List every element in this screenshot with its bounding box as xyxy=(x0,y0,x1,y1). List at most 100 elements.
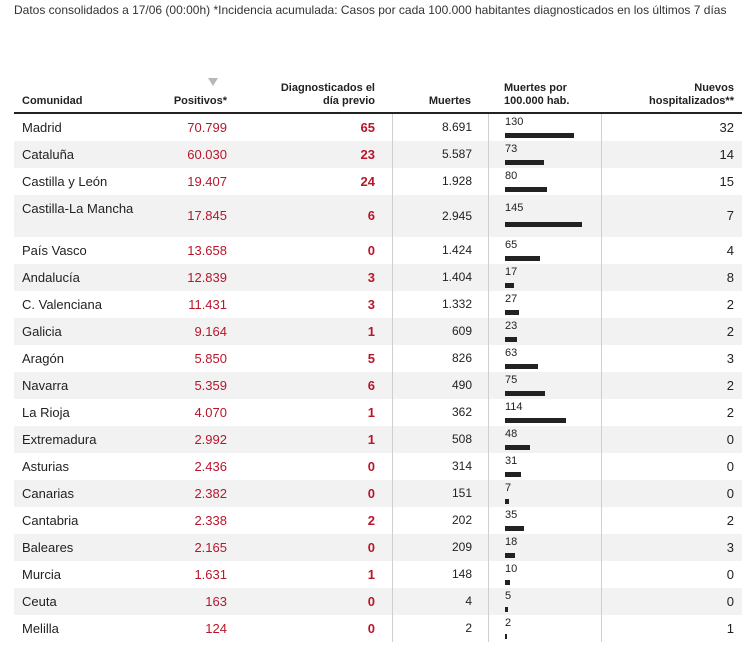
hospitalized-value: 7 xyxy=(726,208,734,223)
positives-value: 4.070 xyxy=(194,405,227,420)
deaths-rate-cell: 80 xyxy=(488,168,602,195)
deaths-rate-cell: 5 xyxy=(488,588,602,615)
deaths-rate-bar xyxy=(505,607,508,612)
deaths-rate-value: 48 xyxy=(505,428,518,440)
deaths-rate-bar xyxy=(505,553,515,558)
positives-value: 2.382 xyxy=(194,486,227,501)
deaths-rate-bar xyxy=(505,499,509,504)
deaths-rate-bar xyxy=(505,472,521,477)
deaths-rate-bar xyxy=(505,222,582,227)
deaths-rate-value: 17 xyxy=(505,266,518,278)
deaths-value: 4 xyxy=(392,588,472,615)
deaths-rate-value: 35 xyxy=(505,509,518,521)
hospitalized-value: 0 xyxy=(726,459,734,474)
previous-day-value: 6 xyxy=(367,378,375,393)
region-name: Castilla-La Mancha xyxy=(22,201,134,216)
table-row: Canarias 2.382 0 151 7 0 xyxy=(14,480,742,507)
region-name: Aragón xyxy=(22,351,64,366)
header-deaths[interactable]: Muertes xyxy=(428,95,471,107)
hospitalized-value: 2 xyxy=(726,324,734,339)
table-row: Murcia 1.631 1 148 10 0 xyxy=(14,561,742,588)
region-name: Navarra xyxy=(22,378,69,393)
region-name: Galicia xyxy=(22,324,62,339)
deaths-rate-bar xyxy=(505,391,545,396)
table-row: Castilla-La Mancha 17.845 6 2.945 145 7 xyxy=(14,195,742,237)
deaths-rate-cell: 17 xyxy=(488,264,602,291)
deaths-value: 1.404 xyxy=(392,264,472,291)
deaths-value: 202 xyxy=(392,507,472,534)
deaths-rate-bar xyxy=(505,445,530,450)
covid-table: Comunidad Positivos* Diagnosticados el d… xyxy=(14,76,742,642)
deaths-rate-value: 80 xyxy=(505,170,518,182)
deaths-value: 209 xyxy=(392,534,472,561)
deaths-value: 148 xyxy=(392,561,472,588)
deaths-rate-value: 75 xyxy=(505,374,518,386)
deaths-rate-bar xyxy=(505,526,524,531)
deaths-value: 8.691 xyxy=(392,114,472,141)
deaths-rate-bar xyxy=(505,283,514,288)
region-name: C. Valenciana xyxy=(22,297,102,312)
deaths-rate-bar xyxy=(505,187,547,192)
previous-day-value: 0 xyxy=(367,243,375,258)
hospitalized-value: 1 xyxy=(726,621,734,636)
deaths-value: 5.587 xyxy=(392,141,472,168)
region-name: Andalucía xyxy=(22,270,80,285)
region-name: Baleares xyxy=(22,540,74,555)
table-row: Aragón 5.850 5 826 63 3 xyxy=(14,345,742,372)
header-deaths-per-100k[interactable]: Muertes por 100.000 hab. xyxy=(504,82,570,107)
previous-day-value: 1 xyxy=(367,324,375,339)
deaths-rate-cell: 63 xyxy=(488,345,602,372)
table-header: Comunidad Positivos* Diagnosticados el d… xyxy=(14,76,742,114)
previous-day-value: 1 xyxy=(367,432,375,447)
hospitalized-value: 2 xyxy=(726,405,734,420)
hospitalized-value: 3 xyxy=(726,351,734,366)
positives-value: 19.407 xyxy=(187,174,227,189)
region-name: Murcia xyxy=(22,567,62,582)
table-row: Andalucía 12.839 3 1.404 17 8 xyxy=(14,264,742,291)
header-region[interactable]: Comunidad xyxy=(22,95,83,107)
deaths-rate-value: 7 xyxy=(505,482,512,494)
header-positives[interactable]: Positivos* xyxy=(173,95,227,107)
hospitalized-value: 0 xyxy=(726,594,734,609)
previous-day-value: 0 xyxy=(367,540,375,555)
previous-day-value: 0 xyxy=(367,594,375,609)
deaths-value: 1.424 xyxy=(392,237,472,264)
deaths-rate-value: 18 xyxy=(505,536,518,548)
positives-value: 9.164 xyxy=(194,324,227,339)
deaths-rate-bar xyxy=(505,418,566,423)
positives-value: 5.359 xyxy=(194,378,227,393)
positives-value: 1.631 xyxy=(194,567,227,582)
positives-value: 2.338 xyxy=(194,513,227,528)
deaths-rate-cell: 7 xyxy=(488,480,602,507)
deaths-value: 314 xyxy=(392,453,472,480)
deaths-rate-cell: 48 xyxy=(488,426,602,453)
table-row: Asturias 2.436 0 314 31 0 xyxy=(14,453,742,480)
previous-day-value: 1 xyxy=(367,405,375,420)
deaths-rate-value: 27 xyxy=(505,293,518,305)
sort-down-icon[interactable] xyxy=(208,78,218,86)
data-note: Datos consolidados a 17/06 (00:00h) *Inc… xyxy=(14,3,727,17)
previous-day-value: 2 xyxy=(367,513,375,528)
region-name: País Vasco xyxy=(22,243,87,258)
deaths-value: 2 xyxy=(392,615,472,642)
positives-value: 5.850 xyxy=(194,351,227,366)
previous-day-value: 65 xyxy=(360,120,375,135)
deaths-rate-cell: 18 xyxy=(488,534,602,561)
deaths-rate-bar xyxy=(505,133,574,138)
deaths-rate-value: 23 xyxy=(505,320,518,332)
hospitalized-value: 8 xyxy=(726,270,734,285)
header-new-hospitalized[interactable]: Nuevos hospitalizados** xyxy=(649,82,734,107)
deaths-rate-bar xyxy=(505,337,517,342)
hospitalized-value: 2 xyxy=(726,378,734,393)
deaths-rate-cell: 23 xyxy=(488,318,602,345)
header-previous-day[interactable]: Diagnosticados el día previo xyxy=(280,82,375,107)
table-row: C. Valenciana 11.431 3 1.332 27 2 xyxy=(14,291,742,318)
positives-value: 12.839 xyxy=(187,270,227,285)
deaths-rate-value: 73 xyxy=(505,143,518,155)
deaths-rate-bar xyxy=(505,580,510,585)
deaths-value: 1.332 xyxy=(392,291,472,318)
deaths-rate-value: 145 xyxy=(505,202,524,214)
hospitalized-value: 0 xyxy=(726,486,734,501)
region-name: Cataluña xyxy=(22,147,75,162)
table-row: Melilla 124 0 2 2 1 xyxy=(14,615,742,642)
